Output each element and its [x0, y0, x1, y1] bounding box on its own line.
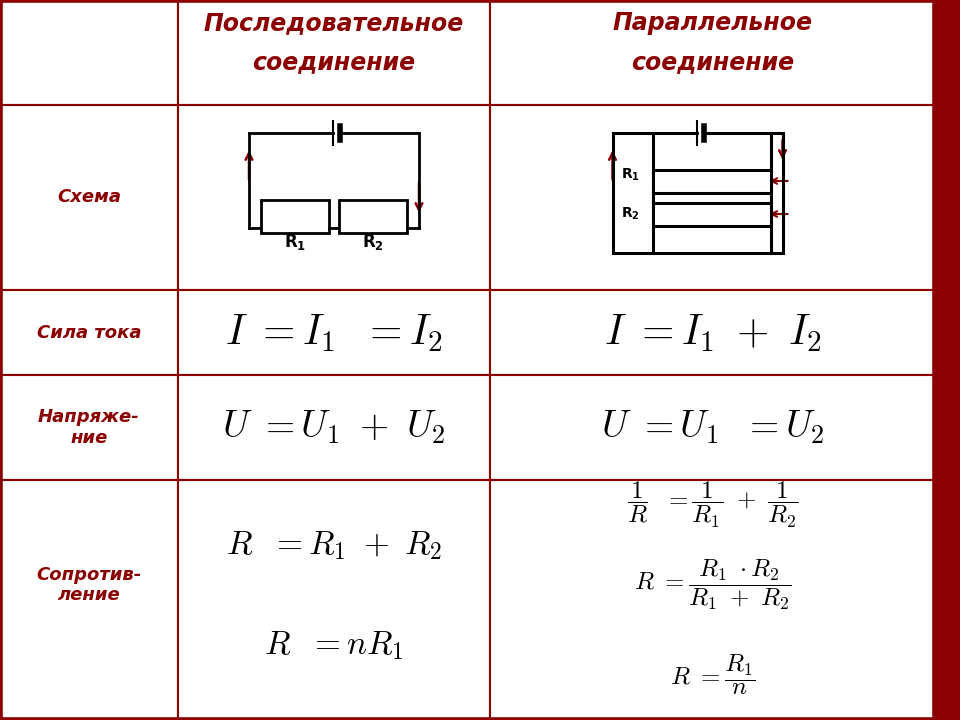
Text: $R\ =\dfrac{R_1}{n}$: $R\ =\dfrac{R_1}{n}$: [669, 653, 756, 697]
Bar: [261, 199, 329, 233]
Text: $\mathbf{R_2}$: $\mathbf{R_2}$: [621, 205, 640, 222]
Bar: [653, 202, 771, 225]
Text: $R\ \ =nR_1$: $R\ \ =nR_1$: [264, 629, 404, 662]
Bar: [490, 290, 935, 375]
Bar: [490, 105, 935, 290]
Bar: [178, 105, 490, 290]
Text: $U\ =U_1\ \ =U_2$: $U\ =U_1\ \ =U_2$: [601, 409, 825, 446]
Bar: [178, 0, 490, 105]
Text: $\mathbf{R_2}$: $\mathbf{R_2}$: [362, 233, 384, 253]
Text: Схема: Схема: [57, 189, 121, 207]
Text: $\dfrac{1}{R}\ \ =\dfrac{\ 1\ }{R_1}\ +\ \dfrac{1}{R_2}$: $\dfrac{1}{R}\ \ =\dfrac{\ 1\ }{R_1}\ +\…: [627, 480, 799, 530]
Bar: [935, 0, 960, 720]
Bar: [0, 0, 178, 105]
Bar: [178, 375, 490, 480]
Text: Параллельное
соединение: Параллельное соединение: [612, 11, 812, 74]
Bar: [178, 290, 490, 375]
Text: $I\ =I_1\ +\ I_2$: $I\ =I_1\ +\ I_2$: [604, 312, 822, 354]
Text: Сопротив-
ление: Сопротив- ление: [36, 566, 142, 604]
Bar: [490, 0, 935, 105]
Text: $U\ =U_1\ +\ U_2$: $U\ =U_1\ +\ U_2$: [222, 409, 445, 446]
Text: Напряже-
ние: Напряже- ние: [38, 408, 140, 447]
Text: Сила тока: Сила тока: [36, 323, 141, 341]
Text: $R\ =\dfrac{R_1\ \cdot R_2}{R_1\ +\ R_2}$: $R\ =\dfrac{R_1\ \cdot R_2}{R_1\ +\ R_2}…: [634, 558, 791, 612]
Text: $\mathbf{R_1}$: $\mathbf{R_1}$: [284, 233, 306, 253]
Bar: [490, 480, 935, 720]
Bar: [0, 290, 178, 375]
Bar: [178, 480, 490, 720]
Text: Последовательное
соединение: Последовательное соединение: [204, 11, 464, 74]
Text: $\mathbf{R_1}$: $\mathbf{R_1}$: [621, 166, 640, 183]
Bar: [490, 375, 935, 480]
Bar: [339, 199, 407, 233]
Bar: [0, 105, 178, 290]
Bar: [0, 480, 178, 720]
Bar: [653, 169, 771, 192]
Text: $R\ \ =R_1\ +\ R_2$: $R\ \ =R_1\ +\ R_2$: [226, 528, 443, 562]
Bar: [0, 375, 178, 480]
Text: $I\ =I_1\ \ =I_2$: $I\ =I_1\ \ =I_2$: [225, 312, 443, 354]
